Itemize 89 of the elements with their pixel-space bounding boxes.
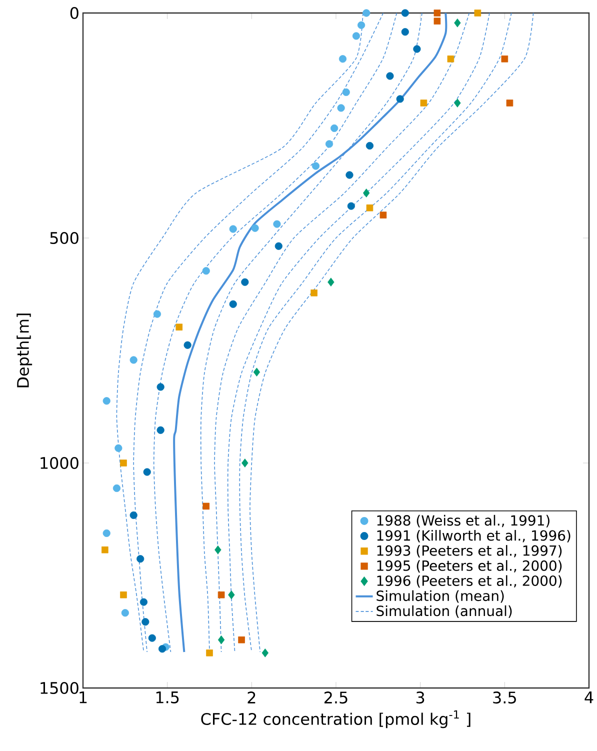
point xyxy=(143,468,151,476)
legend-label: 1996 (Peeters et al., 2000) xyxy=(377,575,562,588)
point xyxy=(312,162,320,170)
legend-label: 1995 (Peeters et al., 2000) xyxy=(377,560,562,573)
point xyxy=(140,598,148,606)
point xyxy=(352,32,360,40)
x-tick-label: 3.5 xyxy=(493,692,516,704)
point xyxy=(102,529,110,538)
point xyxy=(386,72,394,80)
point xyxy=(330,124,338,132)
point xyxy=(396,95,404,103)
point xyxy=(434,10,440,16)
point xyxy=(420,100,427,106)
point xyxy=(130,511,138,520)
legend-label: Simulation (annual) xyxy=(376,605,512,618)
point xyxy=(120,460,127,466)
point xyxy=(141,618,150,626)
x-tick-label: 4 xyxy=(584,692,593,704)
point xyxy=(506,100,513,106)
y-tick-label: 500 xyxy=(50,232,78,244)
point xyxy=(325,140,333,148)
point xyxy=(346,171,354,179)
point xyxy=(380,212,386,218)
x-axis-title: CFC-12 concentration [pmol kg$^{-1}$ ] xyxy=(201,710,470,728)
point xyxy=(112,484,120,492)
point xyxy=(501,56,508,62)
point xyxy=(184,341,192,349)
point xyxy=(474,10,481,16)
legend-label: Simulation (mean) xyxy=(376,590,504,603)
point xyxy=(202,267,210,275)
point xyxy=(447,56,454,62)
point xyxy=(251,224,259,232)
x-tick-label: 1 xyxy=(79,692,86,704)
point xyxy=(228,590,235,600)
point xyxy=(241,458,248,468)
point xyxy=(120,591,127,598)
point xyxy=(114,444,122,452)
point xyxy=(130,356,138,364)
point xyxy=(274,242,282,250)
point xyxy=(327,278,334,287)
point xyxy=(229,225,237,233)
point xyxy=(156,426,164,434)
y-tick-label: 0 xyxy=(70,6,78,20)
x-tick-label: 2 xyxy=(248,692,255,704)
point xyxy=(401,9,409,17)
point xyxy=(454,98,461,108)
legend-label: 1988 (Weiss et al., 1991) xyxy=(377,514,550,528)
point xyxy=(412,45,421,53)
point xyxy=(218,635,224,644)
point xyxy=(148,634,156,642)
point xyxy=(158,645,166,653)
point xyxy=(153,310,161,318)
point xyxy=(310,290,318,296)
point xyxy=(121,609,129,617)
point xyxy=(253,368,260,377)
point xyxy=(342,88,350,96)
point xyxy=(366,204,373,212)
point xyxy=(102,397,110,405)
x-tick-label: 1.5 xyxy=(156,692,178,704)
point xyxy=(136,555,144,563)
point xyxy=(262,648,268,658)
point xyxy=(238,636,245,644)
point xyxy=(362,188,370,198)
y-tick-label: 1000 xyxy=(40,456,78,470)
x-tick-label: 3 xyxy=(416,692,424,704)
point xyxy=(218,591,225,598)
point xyxy=(101,546,108,554)
legend-label: 1993 (Peeters et al., 1997) xyxy=(377,545,562,558)
point xyxy=(337,104,345,112)
y-axis-title: Depth[m] xyxy=(16,314,32,388)
point xyxy=(272,220,281,228)
point xyxy=(338,55,346,63)
point xyxy=(454,18,461,28)
point xyxy=(362,9,370,17)
legend-label: 1991 (Killworth et al., 1996) xyxy=(377,530,570,542)
point xyxy=(176,324,182,331)
point xyxy=(202,502,210,510)
point xyxy=(206,650,213,656)
point xyxy=(357,21,365,29)
point xyxy=(229,300,237,308)
point xyxy=(366,142,374,150)
point xyxy=(434,18,440,25)
point xyxy=(347,202,355,210)
x-tick-label: 2.5 xyxy=(324,692,348,704)
point xyxy=(240,278,249,286)
point xyxy=(401,28,409,36)
point xyxy=(156,383,164,391)
y-tick-label: 1500 xyxy=(40,682,78,694)
point xyxy=(214,545,222,554)
